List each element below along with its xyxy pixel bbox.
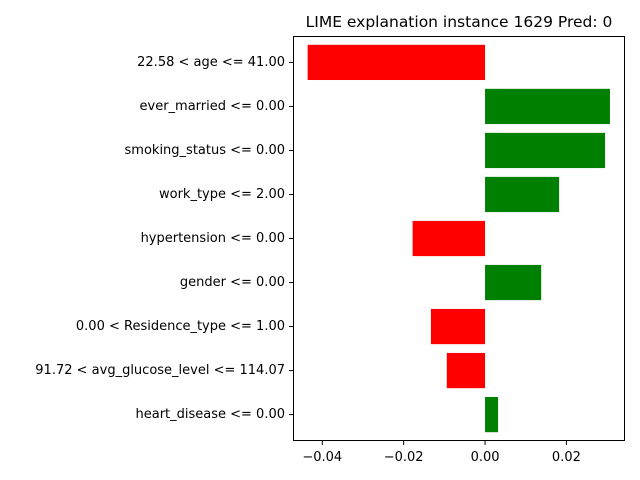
y-tick-label: ever_married <= 0.00 — [140, 99, 285, 114]
x-axis-ticks: −0.04 −0.02 0.00 0.02 — [302, 441, 581, 465]
x-tick-label: 0.02 — [552, 450, 581, 465]
y-tick-label: 22.58 < age <= 41.00 — [137, 55, 285, 70]
bar-3 — [485, 176, 560, 213]
y-tick-label: work_type <= 2.00 — [159, 187, 285, 202]
bar-7 — [446, 352, 486, 389]
y-tick-label: gender <= 0.00 — [180, 275, 285, 290]
x-tick-label: 0.00 — [471, 450, 500, 465]
y-tick-label: heart_disease <= 0.00 — [135, 407, 285, 422]
y-tick-label: 91.72 < avg_glucose_level <= 114.07 — [35, 363, 285, 378]
bar-8 — [485, 396, 499, 433]
bar-5 — [485, 264, 542, 301]
bar-0 — [307, 44, 486, 81]
bar-6 — [430, 308, 486, 345]
bar-2 — [485, 132, 606, 169]
bars-group — [307, 44, 610, 433]
bar-4 — [412, 220, 486, 257]
y-axis-ticks: 22.58 < age <= 41.00 ever_married <= 0.00… — [35, 55, 293, 422]
bar-1 — [485, 88, 610, 125]
axes-frame — [293, 36, 625, 441]
y-tick-label: hypertension <= 0.00 — [141, 231, 285, 246]
y-tick-label: 0.00 < Residence_type <= 1.00 — [76, 319, 285, 334]
x-tick-label: −0.04 — [302, 450, 342, 465]
chart-title: LIME explanation instance 1629 Pred: 0 — [306, 13, 613, 31]
y-tick-label: smoking_status <= 0.00 — [125, 143, 285, 158]
x-tick-label: −0.02 — [384, 450, 424, 465]
